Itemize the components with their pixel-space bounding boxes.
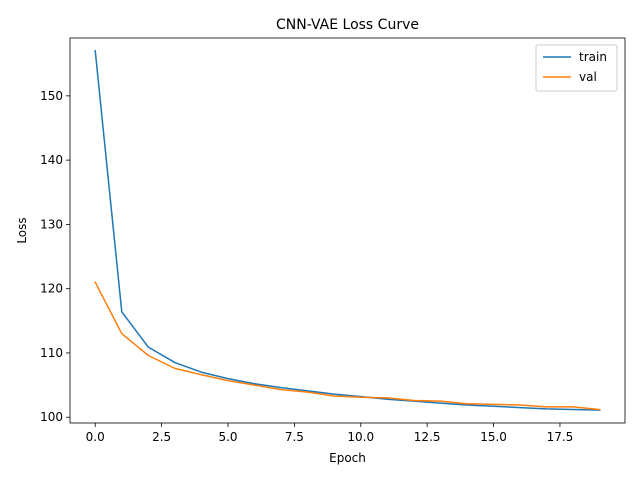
data-point-train (148, 347, 149, 348)
x-tick-label: 10.0 (347, 430, 374, 444)
y-tick-label: 100 (40, 410, 63, 424)
x-tick-label: 17.5 (547, 430, 574, 444)
legend-label-val: val (579, 70, 597, 84)
data-point-train (174, 362, 175, 363)
data-point-val (440, 401, 441, 402)
data-point-val (413, 400, 414, 401)
data-point-train (520, 407, 521, 408)
data-point-train (387, 399, 388, 400)
data-point-train (201, 372, 202, 373)
x-axis-label: Epoch (329, 451, 366, 465)
data-point-train (95, 50, 96, 51)
data-point-val (148, 355, 149, 356)
legend: train val (535, 44, 618, 92)
data-point-train (254, 383, 255, 384)
data-point-val (201, 374, 202, 375)
data-point-val (573, 406, 574, 407)
chart-title: CNN-VAE Loss Curve (276, 17, 419, 33)
y-tick-label: 130 (40, 217, 63, 231)
data-point-val (546, 406, 547, 407)
data-point-val (599, 409, 600, 410)
data-point-train (334, 393, 335, 394)
data-point-val (520, 404, 521, 405)
data-point-val (254, 384, 255, 385)
x-tick-label: 7.5 (285, 430, 304, 444)
data-point-val (174, 368, 175, 369)
data-point-val (387, 397, 388, 398)
y-tick-label: 120 (40, 282, 63, 296)
x-tick-label: 5.0 (218, 430, 237, 444)
data-point-train (493, 406, 494, 407)
data-point-train (440, 402, 441, 403)
data-point-train (281, 387, 282, 388)
y-tick-label: 110 (40, 346, 63, 360)
series-line-val (94, 281, 601, 411)
series-layer (94, 50, 601, 411)
data-point-val (95, 282, 96, 283)
x-tick-label: 15.0 (480, 430, 507, 444)
y-axis-label: Loss (15, 217, 29, 243)
data-point-val (307, 392, 308, 393)
data-point-train (546, 408, 547, 409)
y-tick-label: 140 (40, 153, 63, 167)
y-axis: 100 110 120 130 140 150 (40, 89, 70, 424)
data-point-val (281, 389, 282, 390)
data-point-train (121, 311, 122, 312)
data-point-val (227, 380, 228, 381)
data-point-train (227, 378, 228, 379)
data-point-val (121, 333, 122, 334)
x-tick-label: 12.5 (414, 430, 441, 444)
data-point-train (466, 404, 467, 405)
series-line-train (94, 50, 601, 411)
data-point-train (307, 390, 308, 391)
legend-label-train: train (579, 50, 607, 64)
data-point-val (466, 403, 467, 404)
x-axis: 0.0 2.5 5.0 7.5 10.0 12.5 15.0 17.5 (86, 423, 574, 444)
data-point-val (334, 395, 335, 396)
data-point-val (360, 397, 361, 398)
x-tick-label: 0.0 (86, 430, 105, 444)
plot-area-frame (69, 37, 626, 424)
data-point-train (573, 409, 574, 410)
data-point-val (493, 404, 494, 405)
x-tick-label: 2.5 (152, 430, 171, 444)
y-tick-label: 150 (40, 89, 63, 103)
